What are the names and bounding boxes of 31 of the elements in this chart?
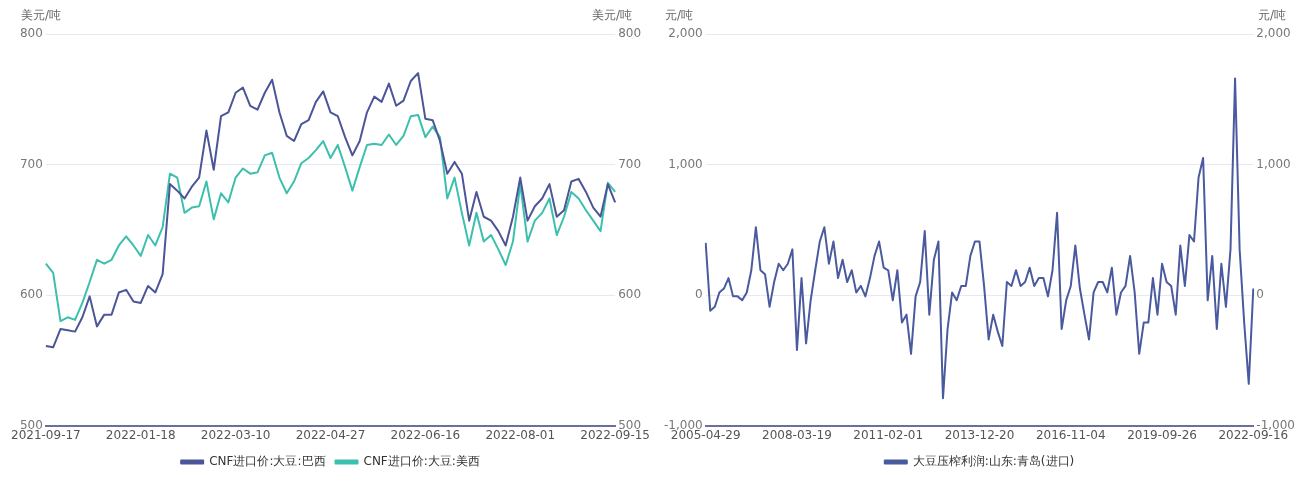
legend-label: CNF进口价:大豆:巴西 [209,454,326,469]
y2-axis-title: 美元/吨 [591,8,633,23]
y2-tick-label: 600 [618,287,642,302]
y-tick-label: 700 [19,156,43,171]
y-tick-label: 1,000 [668,156,703,171]
x-tick-label: 2022-04-27 [295,427,366,442]
y2-tick-label: 700 [618,156,642,171]
x-tick-label: 2013-12-20 [944,427,1015,442]
x-tick-label: 2022-09-15 [580,427,651,442]
y-tick-label: 0 [695,287,703,302]
x-tick-label: 2021-09-17 [10,427,81,442]
legend-label: 大豆压榨利润:山东:青岛(进口) [912,454,1075,469]
x-tick-label: 2022-08-01 [485,427,556,442]
legend-label: CNF进口价:大豆:美西 [363,454,480,469]
x-tick-label: 2008-03-19 [762,427,832,442]
x-tick-label: 2022-03-10 [200,427,271,442]
x-tick-label: 2022-06-16 [390,427,461,442]
x-tick-label: 2022-01-18 [105,427,176,442]
y-tick-label: 2,000 [668,26,703,41]
y-tick-label: 800 [19,26,43,41]
y-axis-title: 美元/吨 [20,8,62,23]
y2-axis-title: 元/吨 [1257,8,1286,23]
y-axis-title: 元/吨 [665,8,694,23]
y2-tick-label: 0 [1256,287,1264,302]
y2-tick-label: 800 [618,26,642,41]
x-tick-label: 2016-11-04 [1035,427,1106,442]
x-tick-label: 2011-02-01 [853,427,924,442]
x-tick-label: 2019-09-26 [1127,427,1197,442]
y-tick-label: 600 [19,287,43,302]
y2-tick-label: 2,000 [1256,26,1291,41]
y2-tick-label: 1,000 [1256,156,1291,171]
